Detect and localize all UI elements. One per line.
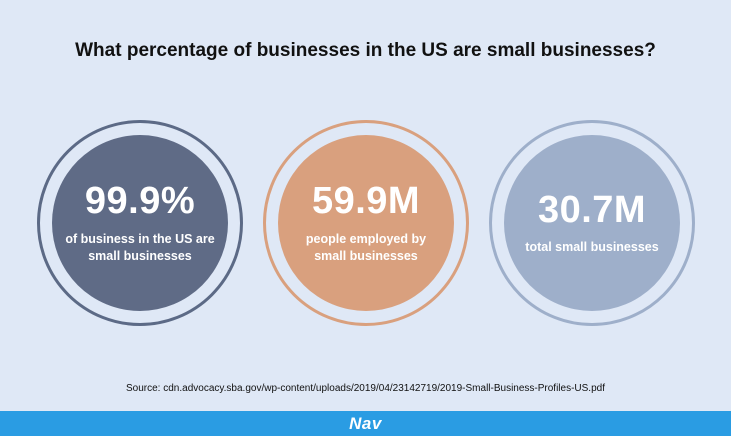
stat-label: of business in the US are small business… [65, 232, 215, 263]
stat-circle-total: 30.7M total small businesses [489, 120, 695, 326]
page-title: What percentage of businesses in the US … [75, 40, 656, 61]
footer-bar: Nav [0, 411, 731, 436]
nav-logo[interactable]: Nav [349, 413, 382, 433]
stat-disc: 30.7M total small businesses [504, 135, 680, 311]
stat-value: 99.9% [84, 180, 196, 223]
stat-disc: 99.9% of business in the US are small bu… [52, 135, 228, 311]
source-citation: Source: cdn.advocacy.sba.gov/wp-content/… [126, 383, 605, 394]
stat-label: total small businesses [525, 240, 659, 255]
stat-disc: 59.9M people employed by small businesse… [278, 135, 454, 311]
stat-value: 59.9M [311, 180, 421, 223]
stat-value: 30.7M [537, 188, 647, 231]
stat-label: people employed by small businesses [305, 232, 427, 263]
stat-circle-businesses: 99.9% of business in the US are small bu… [37, 120, 243, 326]
stat-circle-employed: 59.9M people employed by small businesse… [263, 120, 469, 326]
